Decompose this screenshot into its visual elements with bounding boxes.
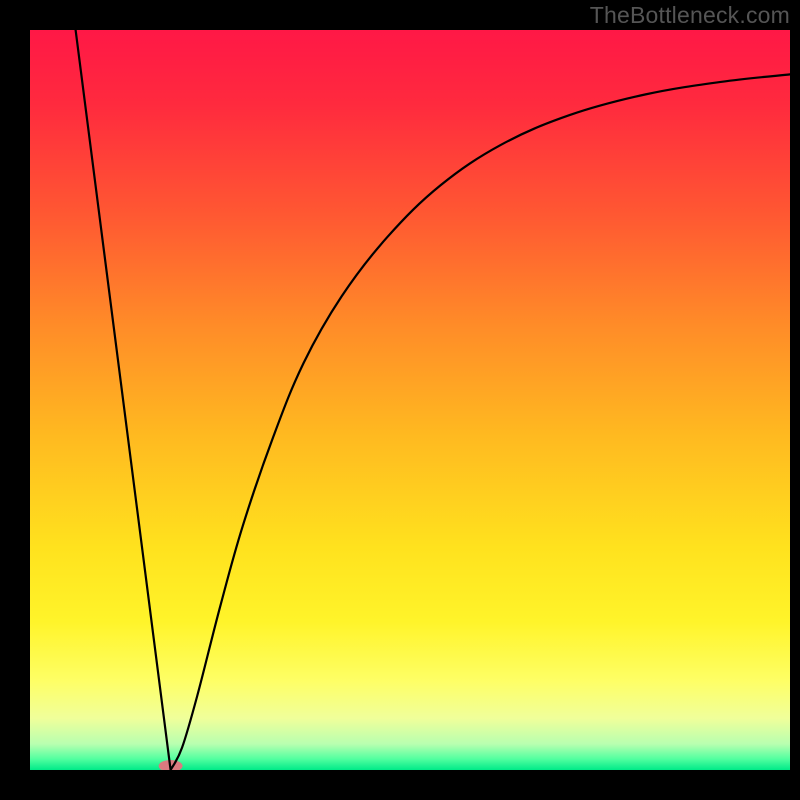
frame-border [790,0,800,800]
frame-border [0,770,800,800]
chart-frame: TheBottleneck.com [0,0,800,800]
plot-background [30,30,790,770]
watermark-text: TheBottleneck.com [590,2,790,29]
bottleneck-chart [0,0,800,800]
frame-border [0,0,30,800]
